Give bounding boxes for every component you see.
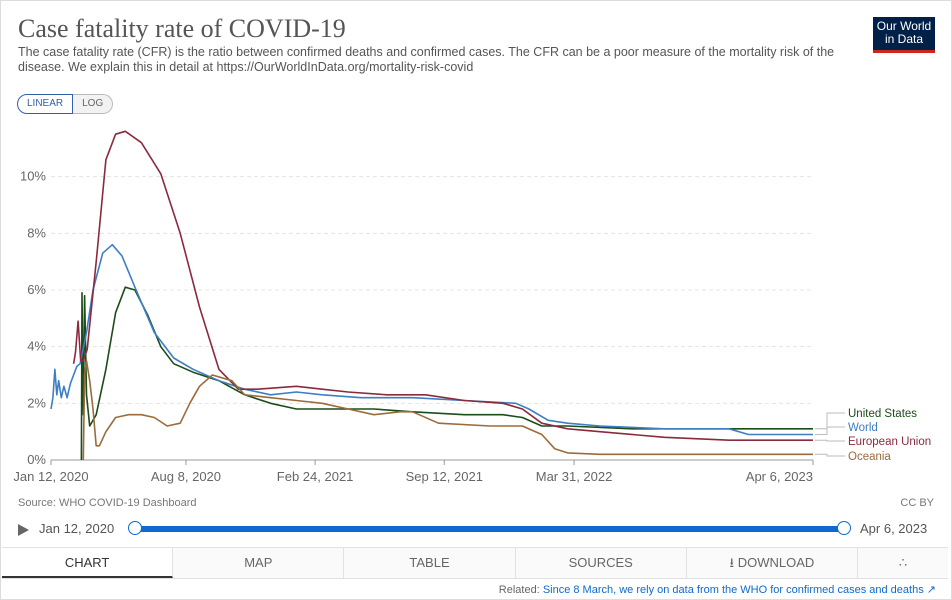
legend: United States World European Union Oceania (815, 408, 931, 463)
log-scale-button[interactable]: LOG (73, 94, 114, 114)
legend-leader-line (815, 412, 845, 430)
legend-leader-line (815, 426, 845, 435)
series-line (82, 360, 813, 461)
y-tick-label: 2% (27, 395, 46, 410)
y-tick-label: 4% (27, 339, 46, 354)
legend-label: Oceania (848, 451, 891, 463)
related-link[interactable]: Since 8 March, we rely on data from the … (542, 584, 924, 596)
x-tick-label: Sep 12, 2021 (406, 469, 483, 484)
x-tick-label: Feb 24, 2021 (277, 469, 354, 484)
legend-leader-line (815, 453, 845, 457)
linear-scale-button[interactable]: LINEAR (17, 94, 74, 114)
x-tick-label: Jan 12, 2020 (13, 469, 88, 484)
timeline-end-handle[interactable] (837, 521, 851, 535)
x-axis-ticks: Jan 12, 2020 Aug 8, 2020 Feb 24, 2021 Sep 1… (13, 460, 814, 484)
line-chart: 0% 2% 4% 6% 8% 10% Jan 12, 2020 Aug 8, 2020 Feb… (13, 130, 931, 484)
series-line (80, 286, 813, 461)
chart-title: Case fatality rate of COVID-19 (18, 14, 346, 43)
timeline-start-handle[interactable] (128, 521, 142, 535)
source-note[interactable]: Source: WHO COVID-19 Dashboard (18, 497, 197, 509)
tab-map[interactable]: MAP (173, 548, 345, 578)
chart-subtitle: The case fatality rate (CFR) is the rati… (18, 45, 835, 74)
timeline-end-label: Apr 6, 2023 (860, 521, 928, 536)
y-tick-label: 0% (27, 452, 46, 467)
series-line (50, 243, 813, 436)
scale-toggle: LINEAR LOG (17, 94, 114, 114)
legend-label: European Union (848, 436, 931, 448)
y-axis-ticks: 0% 2% 4% 6% 8% 10% (20, 169, 46, 467)
related-note: Related: Since 8 March, we rely on data … (499, 583, 936, 596)
download-icon: ⭳ (729, 555, 735, 570)
play-icon[interactable] (18, 524, 29, 536)
tab-sources[interactable]: SOURCES (516, 548, 687, 578)
legend-label: World (848, 422, 878, 434)
series-lines (50, 130, 813, 461)
tab-download-label: DOWNLOAD (737, 555, 815, 570)
share-icon: ∴ (898, 555, 908, 570)
timeline-start-label: Jan 12, 2020 (39, 521, 115, 536)
legend-leader-line (815, 439, 845, 442)
tab-download[interactable]: ⭳ DOWNLOAD (687, 548, 859, 578)
tab-bar: CHART MAP TABLE SOURCES ⭳ DOWNLOAD ∴ (2, 547, 948, 579)
external-link-icon: ↗ (926, 584, 936, 596)
owid-logo[interactable]: Our World in Data (873, 17, 935, 53)
license-label[interactable]: CC BY (900, 497, 934, 509)
share-button[interactable]: ∴ (858, 548, 948, 578)
timeline-track[interactable] (134, 526, 844, 532)
tab-chart[interactable]: CHART (2, 548, 174, 578)
related-label: Related: (498, 584, 540, 596)
y-tick-label: 10% (20, 169, 46, 184)
legend-label: United States (848, 408, 917, 420)
x-tick-label: Aug 8, 2020 (151, 469, 221, 484)
tab-table[interactable]: TABLE (344, 548, 516, 578)
timeline: Jan 12, 2020 Apr 6, 2023 (18, 520, 938, 540)
gridlines (51, 176, 813, 461)
y-tick-label: 8% (27, 225, 46, 240)
series-line (72, 130, 813, 441)
x-tick-label: Mar 31, 2022 (536, 469, 613, 484)
y-tick-label: 6% (27, 282, 46, 297)
x-tick-label: Apr 6, 2023 (746, 469, 813, 484)
